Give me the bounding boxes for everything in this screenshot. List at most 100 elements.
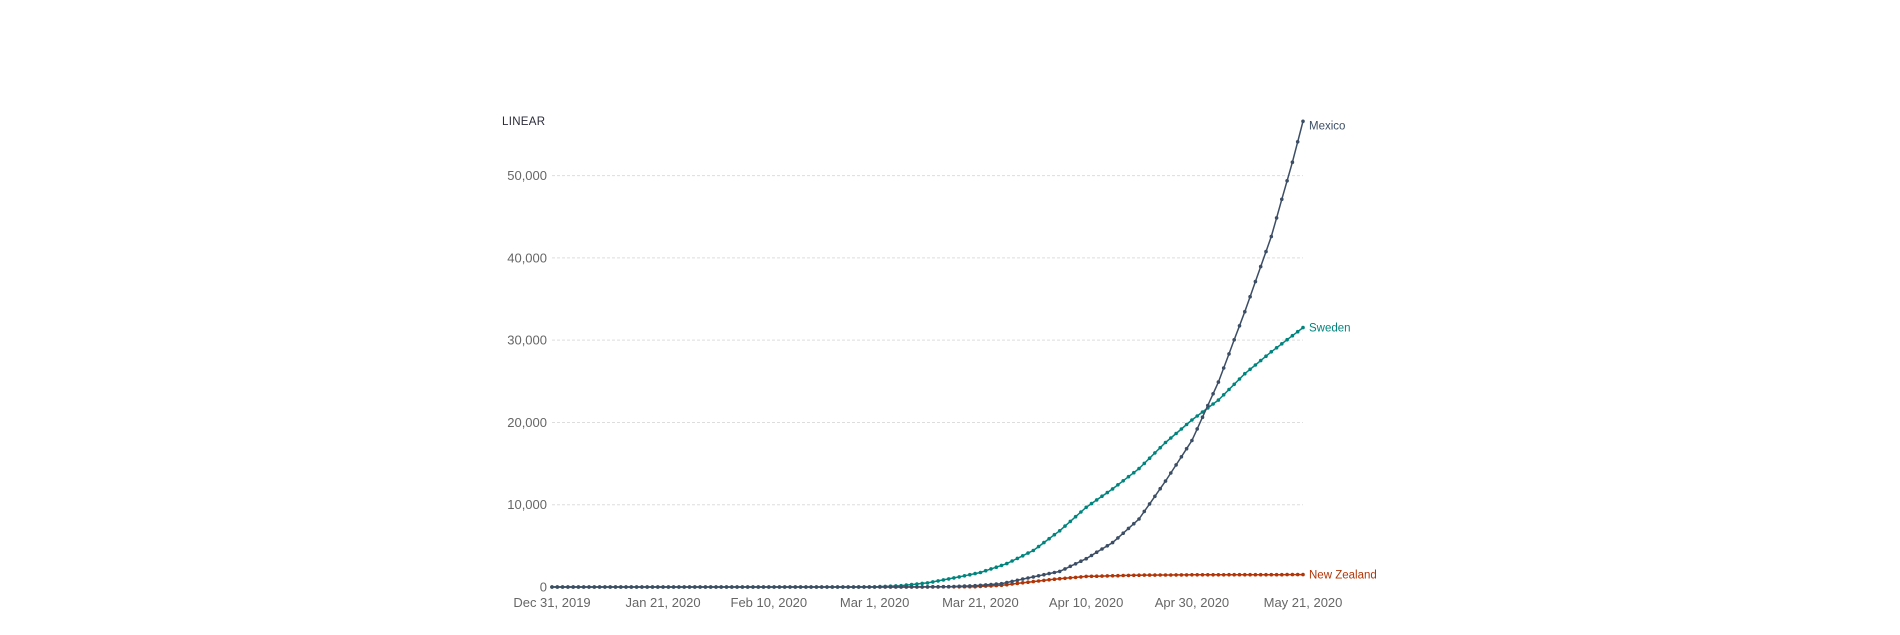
x-tick-label: Jan 21, 2020 [625, 595, 700, 610]
data-point [909, 585, 914, 589]
data-point [1121, 573, 1125, 578]
data-point [1248, 572, 1252, 577]
data-point [1195, 573, 1199, 577]
data-point [1126, 474, 1131, 479]
data-point [1116, 536, 1120, 540]
data-point [936, 585, 940, 589]
data-point [1036, 579, 1041, 583]
data-point [867, 585, 872, 589]
data-point [1206, 403, 1210, 408]
data-point [1026, 551, 1030, 555]
data-point [804, 585, 808, 589]
data-point [724, 585, 729, 589]
data-point [862, 585, 866, 589]
data-point [1253, 363, 1258, 367]
data-point [1264, 354, 1268, 359]
data-point [581, 585, 586, 589]
data-point [603, 585, 607, 589]
data-point [1184, 422, 1189, 427]
data-point [1248, 367, 1252, 372]
data-point [1227, 352, 1231, 356]
data-point [978, 570, 983, 575]
data-point [1094, 574, 1099, 578]
scale-toggle-linear[interactable]: LINEAR [502, 116, 546, 128]
series-end-label: Mexico [1309, 120, 1345, 132]
series-end-label: New Zealand [1309, 570, 1377, 582]
data-point [1137, 573, 1141, 577]
data-point [1015, 556, 1020, 561]
data-point [856, 585, 861, 589]
data-point [767, 585, 771, 589]
data-point [1110, 540, 1115, 545]
data-point [1169, 471, 1173, 475]
data-point [1153, 451, 1157, 455]
data-point [1126, 573, 1131, 578]
data-point [1026, 580, 1030, 584]
data-point [1063, 576, 1067, 581]
data-point [793, 585, 798, 589]
data-point [1116, 573, 1120, 578]
data-point [936, 579, 940, 583]
data-point [1057, 569, 1062, 574]
data-point [846, 585, 850, 589]
data-point [1147, 573, 1152, 577]
data-point [1301, 572, 1305, 577]
data-point [825, 585, 829, 589]
data-point [1047, 578, 1051, 582]
data-point [719, 585, 723, 589]
data-point [772, 585, 776, 589]
data-point [735, 585, 739, 589]
data-point [613, 585, 618, 589]
data-point [1200, 415, 1205, 420]
data-point [1073, 575, 1078, 580]
data-point [1084, 505, 1088, 510]
data-point [883, 585, 887, 589]
data-point [1063, 524, 1067, 528]
data-point [550, 585, 554, 589]
data-point [957, 575, 961, 579]
data-point [968, 572, 972, 577]
data-point [1142, 509, 1147, 514]
data-point [915, 582, 919, 586]
data-point [1132, 573, 1136, 578]
data-point [1184, 573, 1189, 577]
data-point [1163, 573, 1168, 577]
data-point [1057, 529, 1062, 533]
data-point [1221, 366, 1226, 370]
data-point [1079, 575, 1083, 579]
data-point [1274, 346, 1279, 350]
data-point [1052, 532, 1057, 537]
data-point [1068, 576, 1073, 580]
data-point [1280, 197, 1284, 202]
data-point [782, 585, 787, 589]
data-point [1258, 358, 1263, 363]
data-point [666, 585, 671, 589]
data-point [1227, 387, 1231, 392]
data-point [1031, 579, 1036, 584]
data-point [1079, 510, 1083, 514]
data-point [1253, 279, 1258, 284]
data-point [1084, 556, 1088, 561]
data-point [608, 585, 612, 589]
data-point [931, 580, 935, 584]
data-point [1163, 440, 1168, 445]
data-point [1042, 540, 1046, 545]
data-point [1243, 309, 1247, 314]
data-point [1015, 578, 1020, 583]
data-point [1052, 570, 1057, 575]
data-point [989, 567, 993, 571]
data-point [920, 585, 924, 589]
data-point [1147, 456, 1152, 461]
data-point [714, 585, 718, 589]
data-point [989, 582, 993, 587]
data-point [1200, 573, 1205, 577]
data-point [1116, 483, 1120, 487]
data-point [1232, 382, 1236, 387]
data-point [1105, 574, 1110, 578]
data-point [1174, 573, 1178, 577]
data-point [1068, 519, 1073, 524]
x-tick-label: Feb 10, 2020 [731, 595, 808, 610]
data-point [1031, 575, 1036, 579]
y-tick-label: 40,000 [507, 250, 547, 265]
